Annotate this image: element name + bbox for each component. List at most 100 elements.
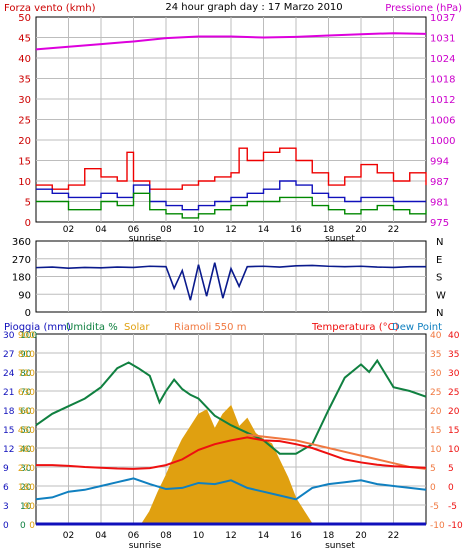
dew-series-line <box>35 477 427 501</box>
x-tick-label: 02 <box>63 531 74 541</box>
x-tick-label: 12 <box>225 225 236 235</box>
rain-tick-label: 30 <box>3 331 15 341</box>
temperature-tick-label: -5 <box>430 502 439 512</box>
x-tick-label: 02 <box>63 225 74 235</box>
left-tick-label: 25 <box>18 116 31 127</box>
temperature-tick-label: 30 <box>448 369 460 379</box>
x-tick-label: 08 <box>160 531 172 541</box>
x-tick-label: 04 <box>95 531 107 541</box>
temperature-tick-label: 10 <box>448 445 460 455</box>
direction-series <box>35 262 426 301</box>
speed-series-line <box>36 180 426 211</box>
temperature-tick-label: 35 <box>430 350 441 360</box>
direction-degree-ticks: 0 90 180 270 360 <box>12 237 31 319</box>
right-tick-label: 975 <box>430 218 449 229</box>
solar-tick-label: 270 <box>18 464 35 474</box>
pressure-series-line <box>35 32 427 51</box>
direction-tick-label: 180 <box>12 273 31 284</box>
temperature-tick-label: -10 <box>430 521 445 531</box>
left-tick-label: 40 <box>18 54 31 65</box>
solar-tick-label: 180 <box>18 483 35 493</box>
top-series <box>35 32 427 219</box>
min-series-line <box>36 192 427 219</box>
left-tick-label: 0 <box>25 218 31 229</box>
top-sunset-label: sunset <box>325 234 355 244</box>
rain-ticks: 0 3 6 9 12 15 18 21 24 27 30 <box>3 331 15 531</box>
left-tick-label: 15 <box>18 157 31 168</box>
humidity-tick-label: 80 <box>20 369 32 379</box>
compass-label: E <box>436 255 442 266</box>
temperature-tick-label: 25 <box>448 388 459 398</box>
direction-tick-label: 270 <box>12 255 31 266</box>
humidity-tick-label: 90 <box>20 350 32 360</box>
humidity-tick-label: 20 <box>20 483 32 493</box>
x-tick-label: 06 <box>128 225 140 235</box>
compass-label: W <box>436 290 446 301</box>
label-solar: Solar <box>124 322 150 333</box>
temperature-tick-label: 0 <box>448 483 454 493</box>
humidity-ticks: 0 10 20 30 40 50 60 70 80 90 100 <box>20 331 37 531</box>
direction-tick-label: 360 <box>12 237 31 248</box>
solar-tick-label: 720 <box>18 369 35 379</box>
right-tick-label: 987 <box>430 177 449 188</box>
rain-tick-label: 0 <box>3 521 9 531</box>
left-tick-label: 30 <box>18 95 31 106</box>
humidity-tick-label: 10 <box>20 502 32 512</box>
label-dew-point: Dew Point <box>392 322 442 333</box>
x-tick-label: 16 <box>290 531 302 541</box>
top-wind-pressure-panel: Forza vento (kmh) 24 hour graph day : 17… <box>4 2 462 244</box>
solar-tick-label: 540 <box>18 407 35 417</box>
temperature-tick-label: 35 <box>448 350 459 360</box>
rain-tick-label: 27 <box>3 350 14 360</box>
top-right-axis-label: Pressione (hPa) <box>385 3 462 14</box>
x-tick-label: 06 <box>128 531 140 541</box>
right-tick-label: 1037 <box>430 13 455 24</box>
bottom-x-ticks: 02 04 06 08 10 12 14 16 18 20 22 <box>63 531 399 541</box>
top-x-ticks: 02 04 06 08 10 12 14 16 18 20 22 <box>63 225 399 235</box>
rain-tick-label: 21 <box>3 388 14 398</box>
rain-tick-label: 24 <box>3 369 15 379</box>
right-tick-label: 1006 <box>430 116 455 127</box>
left-tick-label: 10 <box>18 177 31 188</box>
temperature-tick-label: 0 <box>430 483 436 493</box>
x-tick-label: 12 <box>225 531 236 541</box>
left-tick-label: 5 <box>25 198 31 209</box>
temperature-tick-label: 5 <box>448 464 454 474</box>
x-tick-label: 04 <box>95 225 107 235</box>
bottom-sunrise-label: sunrise <box>129 541 162 551</box>
humidity-tick-label: 70 <box>20 388 32 398</box>
left-tick-label: 20 <box>18 136 31 147</box>
temperature-tick-label: 15 <box>430 426 441 436</box>
humidity-tick-label: 0 <box>20 521 26 531</box>
temperature-tick-label: 5 <box>430 464 436 474</box>
temperature-tick-label: 10 <box>430 445 442 455</box>
remote-series-line <box>247 433 427 470</box>
x-tick-label: 14 <box>258 225 270 235</box>
x-tick-label: 22 <box>388 225 399 235</box>
right-tick-label: 1024 <box>430 54 455 65</box>
temperature-tick-label: 25 <box>430 388 441 398</box>
humidity-tick-label: 60 <box>20 407 32 417</box>
temperature-tick-label: 40 <box>430 331 442 341</box>
left-tick-label: 50 <box>18 13 31 24</box>
humidity-tick-label: 100 <box>20 331 37 341</box>
compass-label: N <box>436 237 443 248</box>
left-tick-label: 45 <box>18 34 31 45</box>
right-tick-label: 994 <box>430 157 449 168</box>
direction-grid <box>36 241 426 312</box>
humidity-series-line <box>35 358 427 455</box>
temperature-tick-label: 40 <box>448 331 460 341</box>
rain-tick-label: 9 <box>3 464 9 474</box>
x-tick-label: 18 <box>323 531 335 541</box>
humidity-tick-label: 30 <box>20 464 32 474</box>
label-rain: Pioggia (mm) <box>4 322 71 333</box>
temperature-tick-label: 15 <box>448 426 459 436</box>
x-tick-label: 08 <box>160 225 172 235</box>
x-tick-label: 18 <box>323 225 335 235</box>
rain-tick-label: 6 <box>3 483 9 493</box>
temperature-tick-label: 30 <box>430 369 442 379</box>
compass-label: N <box>436 308 443 319</box>
x-tick-label: 10 <box>193 531 205 541</box>
